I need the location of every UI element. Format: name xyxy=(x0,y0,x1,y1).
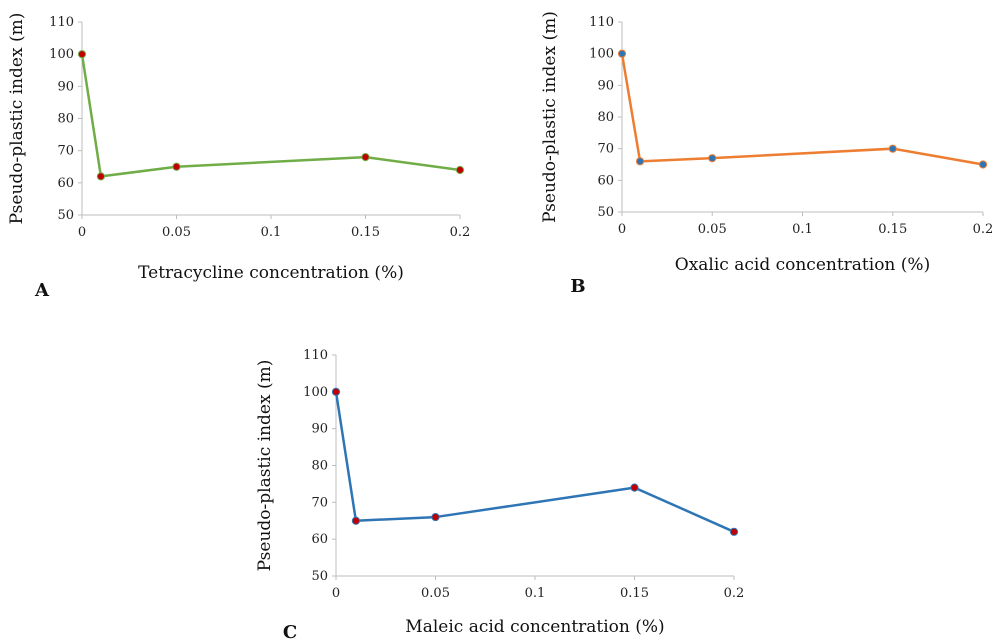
data-point xyxy=(351,516,360,525)
y-tick-label: 100 xyxy=(303,385,328,400)
x-tick-label: 0.05 xyxy=(162,225,191,240)
x-tick-label: 0 xyxy=(78,225,86,240)
data-point xyxy=(77,50,87,59)
data-point xyxy=(172,162,181,171)
y-tick-label: 70 xyxy=(57,144,74,159)
chart-panel-c: 50 60 70 80 90 100 110 0 0.05 0.1 0.15 0.2 Pseudo-pl… xyxy=(255,348,744,640)
x-tick-label: 0.1 xyxy=(792,222,813,237)
y-tick-label: 50 xyxy=(311,569,328,584)
y-tick-label: 70 xyxy=(597,142,614,157)
y-tick-label: 100 xyxy=(49,47,74,62)
y-tick-label: 80 xyxy=(57,112,74,127)
panel-label-b: B xyxy=(570,276,585,297)
y-tick-label: 110 xyxy=(589,15,614,30)
data-point xyxy=(978,160,988,169)
data-point xyxy=(888,144,897,153)
data-point xyxy=(96,172,106,181)
y-axis-title: Pseudo-plastic index (m) xyxy=(540,11,560,223)
y-tick-label: 50 xyxy=(597,205,614,220)
y-tick-label: 70 xyxy=(311,495,328,510)
x-tick-label: 0 xyxy=(618,222,626,237)
y-tick-label: 60 xyxy=(597,173,614,188)
x-tick-label: 0.2 xyxy=(973,222,994,237)
y-tick-label: 60 xyxy=(311,532,328,547)
x-tick-label: 0.15 xyxy=(620,586,649,601)
chart-panel-a: 50 60 70 80 90 100 110 0 0.05 0.1 0.15 0.2 Pseudo-pl… xyxy=(7,13,470,301)
y-tick-label: 80 xyxy=(597,110,614,125)
x-tick-label: 0.1 xyxy=(525,586,546,601)
data-point xyxy=(729,527,739,536)
x-tick-label: 0.1 xyxy=(261,225,282,240)
y-tick-label: 80 xyxy=(311,459,328,474)
x-axis-title: Oxalic acid concentration (%) xyxy=(675,255,930,275)
chart-panel-b: 50 60 70 80 90 100 110 0 0.05 0.1 0.15 0.2 Pseudo-pl… xyxy=(540,11,993,297)
series-line xyxy=(334,391,735,533)
data-point xyxy=(635,157,645,166)
data-point xyxy=(617,49,627,58)
series-line xyxy=(80,53,461,178)
data-point xyxy=(708,154,717,163)
y-tick-label: 90 xyxy=(597,78,614,93)
y-tick-label: 90 xyxy=(57,79,74,94)
x-tick-label: 0.15 xyxy=(351,225,380,240)
x-tick-label: 0.05 xyxy=(698,222,727,237)
data-point xyxy=(361,153,370,162)
panel-label-a: A xyxy=(34,280,50,301)
x-tick-label: 0.05 xyxy=(421,586,450,601)
panel-label-c: C xyxy=(283,622,297,640)
x-tick-label: 0 xyxy=(332,586,340,601)
y-tick-label: 90 xyxy=(311,422,328,437)
x-axis-title: Maleic acid concentration (%) xyxy=(405,617,664,637)
x-tick-label: 0.2 xyxy=(724,586,745,601)
data-point xyxy=(331,387,341,396)
data-point xyxy=(630,483,639,492)
data-point xyxy=(431,512,440,522)
y-tick-label: 100 xyxy=(589,47,614,62)
y-axis-title: Pseudo-plastic index (m) xyxy=(255,360,275,572)
y-axis-title: Pseudo-plastic index (m) xyxy=(7,13,27,225)
y-tick-label: 110 xyxy=(49,15,74,30)
x-axis-title: Tetracycline concentration (%) xyxy=(138,263,404,283)
x-tick-label: 0.15 xyxy=(878,222,907,237)
x-tick-label: 0.2 xyxy=(450,225,471,240)
y-tick-label: 60 xyxy=(57,176,74,191)
y-tick-label: 110 xyxy=(303,348,328,363)
series-line xyxy=(620,53,984,166)
data-point xyxy=(455,165,465,175)
y-tick-label: 50 xyxy=(57,208,74,223)
